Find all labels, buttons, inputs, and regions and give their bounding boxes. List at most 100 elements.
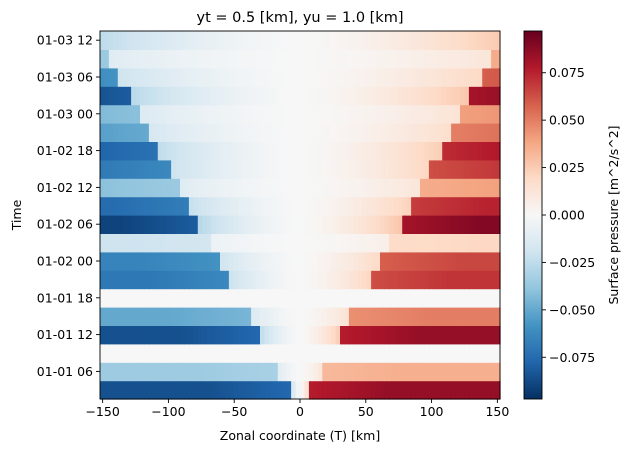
heatmap-cell xyxy=(202,270,208,290)
heatmap-cell xyxy=(460,49,466,69)
heatmap-cell xyxy=(166,380,172,400)
heatmap-cell xyxy=(148,31,154,50)
heatmap-cell xyxy=(104,343,110,363)
heatmap-cell xyxy=(237,251,243,271)
heatmap-cell xyxy=(437,196,443,216)
heatmap-cell xyxy=(224,343,230,363)
heatmap-cell xyxy=(148,49,154,69)
heatmap-cell xyxy=(340,215,346,234)
heatmap-cell xyxy=(437,215,443,234)
heatmap-cell xyxy=(411,215,417,234)
heatmap-cell xyxy=(428,362,434,382)
heatmap-cell xyxy=(380,123,386,142)
heatmap-cell xyxy=(251,104,257,124)
heatmap-cell xyxy=(473,196,479,216)
heatmap-cell xyxy=(291,233,297,253)
heatmap-cell xyxy=(428,270,434,290)
heatmap-cell xyxy=(397,362,403,382)
heatmap-cell xyxy=(388,123,394,142)
heatmap-cell xyxy=(131,288,137,308)
heatmap-cell xyxy=(131,104,137,124)
heatmap-cell xyxy=(291,123,297,142)
heatmap-cell xyxy=(220,251,226,271)
heatmap-cell xyxy=(415,380,421,400)
heatmap-cell xyxy=(357,362,363,382)
heatmap-cell xyxy=(446,233,452,253)
heatmap-cell xyxy=(317,380,323,400)
heatmap-cell xyxy=(411,123,417,142)
heatmap-cell xyxy=(402,215,408,234)
heatmap-cell xyxy=(282,159,288,179)
heatmap-cell xyxy=(371,49,377,69)
heatmap-cell xyxy=(126,380,132,400)
heatmap-cell xyxy=(317,288,323,308)
heatmap-cell xyxy=(344,251,350,271)
heatmap-cell xyxy=(384,270,390,290)
heatmap-cell xyxy=(326,86,332,106)
heatmap-cell xyxy=(157,270,163,290)
heatmap-cell xyxy=(162,288,168,308)
heatmap-cell xyxy=(335,31,341,50)
heatmap-cell xyxy=(286,343,292,363)
heatmap-cell xyxy=(362,251,368,271)
heatmap-cell xyxy=(188,270,194,290)
heatmap-cell xyxy=(397,141,403,161)
heatmap-cell xyxy=(108,288,114,308)
heatmap-cell xyxy=(482,67,488,87)
heatmap-cell xyxy=(228,215,234,234)
heatmap-cell xyxy=(175,31,181,50)
heatmap-cell xyxy=(317,141,323,161)
heatmap-cell xyxy=(393,67,399,87)
heatmap-cell xyxy=(406,31,412,50)
heatmap-cell xyxy=(464,343,470,363)
heatmap-cell xyxy=(286,215,292,234)
heatmap-cell xyxy=(313,325,319,345)
heatmap-cell xyxy=(268,270,274,290)
heatmap-cell xyxy=(442,270,448,290)
heatmap-cell xyxy=(202,343,208,363)
heatmap-cell xyxy=(460,123,466,142)
heatmap-cell xyxy=(153,380,159,400)
heatmap-cell xyxy=(144,270,150,290)
heatmap-cell xyxy=(166,159,172,179)
heatmap-cell xyxy=(153,86,159,106)
heatmap-cell xyxy=(393,104,399,124)
heatmap-cell xyxy=(353,362,359,382)
heatmap-cell xyxy=(442,196,448,216)
heatmap-cell xyxy=(304,159,310,179)
heatmap-cell xyxy=(126,86,132,106)
heatmap-cell xyxy=(251,141,257,161)
heatmap-cell xyxy=(175,307,181,326)
heatmap-cell xyxy=(371,104,377,124)
heatmap-cell xyxy=(491,31,497,50)
heatmap-cell xyxy=(406,233,412,253)
heatmap-cell xyxy=(246,141,252,161)
heatmap-cell xyxy=(308,343,314,363)
heatmap-cell xyxy=(477,380,483,400)
heatmap-cell xyxy=(193,178,199,198)
heatmap-cell xyxy=(397,159,403,179)
heatmap-cell xyxy=(460,325,466,345)
heatmap-cell xyxy=(353,104,359,124)
heatmap-cell xyxy=(171,233,177,253)
heatmap-cell xyxy=(411,362,417,382)
heatmap-cell xyxy=(366,178,372,198)
heatmap-cell xyxy=(406,67,412,87)
heatmap-cell xyxy=(455,380,461,400)
heatmap-cell xyxy=(406,104,412,124)
heatmap-cell xyxy=(242,233,248,253)
heatmap-cell xyxy=(357,270,363,290)
heatmap-cell xyxy=(388,288,394,308)
heatmap-cell xyxy=(166,67,172,87)
heatmap-cell xyxy=(455,49,461,69)
heatmap-cell xyxy=(113,49,119,69)
heatmap-cell xyxy=(100,251,106,271)
heatmap-cell xyxy=(228,325,234,345)
heatmap-cell xyxy=(260,159,266,179)
heatmap-cell xyxy=(193,307,199,326)
heatmap-cell xyxy=(162,380,168,400)
heatmap-cell xyxy=(313,86,319,106)
heatmap-cell xyxy=(308,233,314,253)
heatmap-cell xyxy=(331,86,337,106)
